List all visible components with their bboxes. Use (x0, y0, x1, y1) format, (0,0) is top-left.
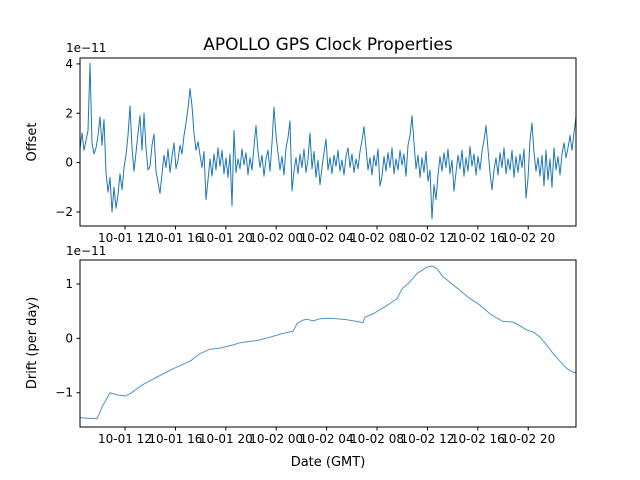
y-tick-label: −2 (55, 205, 73, 219)
bottom-plot-area (79, 259, 577, 428)
y-tick-label: −1 (55, 386, 73, 400)
drift-series-line (79, 265, 577, 420)
x-axis-label: Date (GMT) (291, 455, 366, 470)
x-tick-label: 10-02 20 (501, 432, 555, 446)
y-tick-label: 2 (65, 106, 73, 120)
x-tick-label: 10-01 12 (98, 231, 152, 245)
top-plot-area (79, 57, 577, 227)
x-tick-label: 10-01 20 (199, 432, 253, 446)
x-tick-label: 10-02 08 (350, 231, 404, 245)
chart-title: APOLLO GPS Clock Properties (203, 35, 453, 55)
y-tick-label: 4 (65, 57, 73, 71)
bottom-y-axis-label: Drift (per day) (25, 297, 40, 389)
x-tick-label: 10-02 00 (249, 231, 303, 245)
x-tick-label: 10-02 20 (501, 231, 555, 245)
y-tick-label: 0 (65, 331, 73, 345)
offset-series-line (79, 62, 577, 220)
bottom-offset-exponent: 1e−11 (66, 244, 106, 258)
x-tick-label: 10-02 12 (400, 231, 454, 245)
x-tick-label: 10-01 20 (199, 231, 253, 245)
top-y-axis-label: Offset (25, 122, 40, 161)
x-tick-label: 10-02 08 (350, 432, 404, 446)
x-tick-label: 10-01 16 (148, 231, 202, 245)
y-tick-label: 1 (65, 277, 73, 291)
x-tick-label: 10-01 16 (148, 432, 202, 446)
x-tick-label: 10-02 16 (451, 432, 505, 446)
y-tick-label: 0 (65, 156, 73, 170)
x-tick-label: 10-02 04 (300, 432, 354, 446)
x-tick-label: 10-02 12 (400, 432, 454, 446)
x-tick-label: 10-02 04 (300, 231, 354, 245)
x-tick-label: 10-01 12 (98, 432, 152, 446)
x-tick-label: 10-02 00 (249, 432, 303, 446)
x-tick-label: 10-02 16 (451, 231, 505, 245)
top-offset-exponent: 1e−11 (66, 41, 106, 55)
